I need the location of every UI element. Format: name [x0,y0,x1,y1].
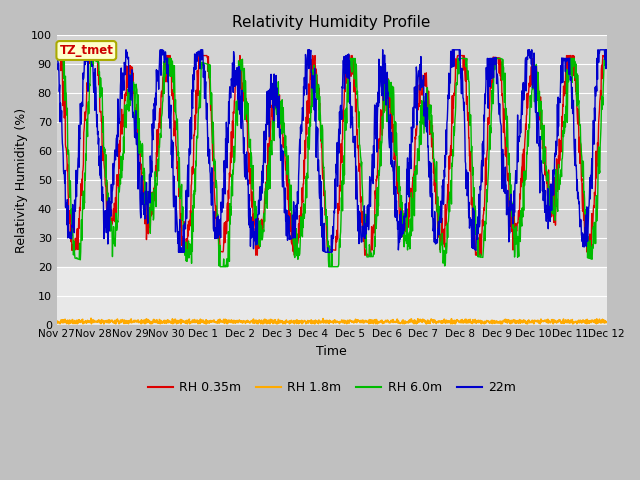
X-axis label: Time: Time [316,345,347,358]
Title: Relativity Humidity Profile: Relativity Humidity Profile [232,15,431,30]
Text: TZ_tmet: TZ_tmet [60,44,113,57]
Legend: RH 0.35m, RH 1.8m, RH 6.0m, 22m: RH 0.35m, RH 1.8m, RH 6.0m, 22m [143,376,521,399]
Y-axis label: Relativity Humidity (%): Relativity Humidity (%) [15,108,28,252]
Bar [56,267,607,324]
